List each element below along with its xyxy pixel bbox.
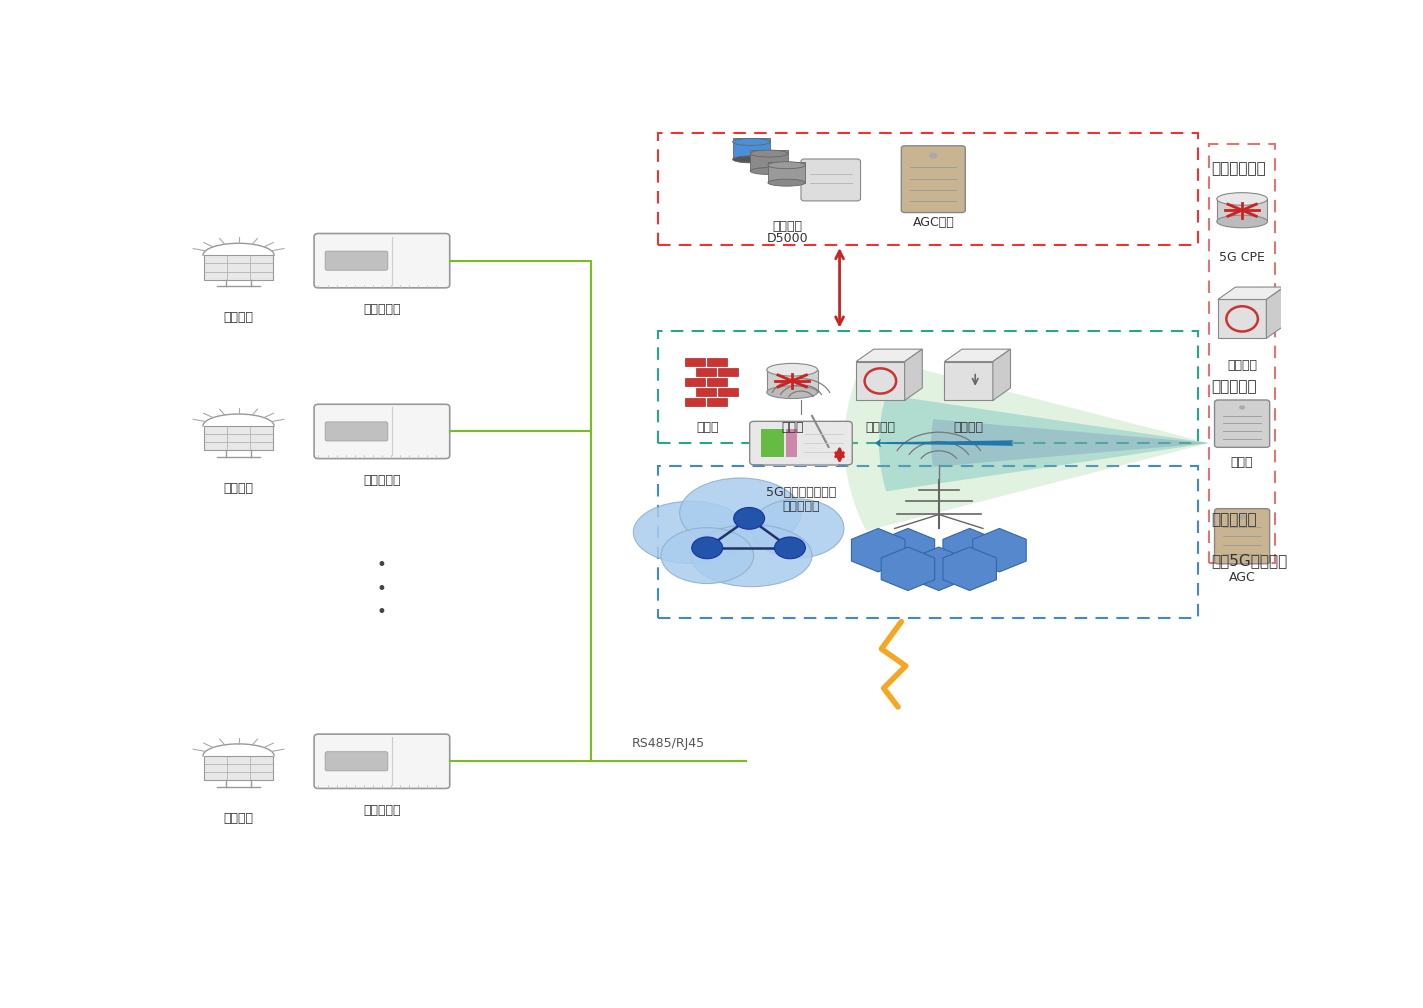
- Ellipse shape: [733, 138, 770, 145]
- Bar: [686, 398, 704, 406]
- Ellipse shape: [751, 499, 844, 558]
- Text: 电力5G切片专网: 电力5G切片专网: [1211, 552, 1288, 568]
- Polygon shape: [1218, 287, 1284, 299]
- Bar: [707, 398, 727, 406]
- Bar: [857, 362, 905, 400]
- Wedge shape: [931, 419, 1210, 467]
- Circle shape: [1239, 405, 1245, 409]
- Polygon shape: [205, 756, 273, 780]
- Polygon shape: [945, 349, 1010, 362]
- Bar: [719, 388, 737, 396]
- FancyBboxPatch shape: [324, 752, 388, 771]
- Bar: [767, 370, 818, 392]
- Text: 安全接入区: 安全接入区: [1211, 379, 1257, 394]
- Bar: [945, 362, 993, 400]
- Ellipse shape: [768, 161, 805, 168]
- FancyBboxPatch shape: [901, 146, 965, 213]
- Circle shape: [1238, 514, 1245, 519]
- Bar: [719, 368, 737, 376]
- Ellipse shape: [1217, 215, 1268, 228]
- FancyBboxPatch shape: [314, 404, 450, 459]
- Ellipse shape: [690, 524, 813, 587]
- FancyBboxPatch shape: [314, 734, 450, 788]
- Circle shape: [929, 152, 938, 158]
- Bar: [785, 429, 797, 457]
- Text: 光伏逆变器: 光伏逆变器: [363, 804, 401, 816]
- Polygon shape: [857, 349, 922, 362]
- Text: 防火墙: 防火墙: [696, 421, 719, 434]
- Text: •
•
•: • • •: [377, 556, 387, 621]
- Text: 生产控制大区: 生产控制大区: [1211, 161, 1266, 176]
- Ellipse shape: [733, 156, 770, 163]
- Text: AGC主站: AGC主站: [912, 217, 955, 230]
- Polygon shape: [205, 426, 273, 451]
- Ellipse shape: [767, 386, 817, 398]
- Wedge shape: [879, 395, 1210, 491]
- FancyBboxPatch shape: [1215, 509, 1269, 563]
- Bar: [1217, 199, 1268, 222]
- FancyBboxPatch shape: [314, 234, 450, 288]
- Polygon shape: [993, 349, 1010, 400]
- Text: 光伏组件: 光伏组件: [223, 482, 253, 495]
- Bar: [1218, 299, 1266, 339]
- Bar: [696, 388, 716, 396]
- Ellipse shape: [767, 364, 817, 376]
- Bar: [696, 368, 716, 376]
- Ellipse shape: [633, 501, 748, 563]
- Text: 5G多功能融合终端: 5G多功能融合终端: [766, 486, 837, 499]
- Text: 光伏逆变器: 光伏逆变器: [363, 474, 401, 487]
- Text: AGC: AGC: [1228, 572, 1255, 584]
- Ellipse shape: [660, 527, 754, 584]
- Bar: [657, 467, 1198, 618]
- Text: 光伏组件: 光伏组件: [223, 311, 253, 325]
- Circle shape: [692, 537, 723, 558]
- Text: 监控系统: 监控系统: [773, 220, 803, 233]
- Bar: [768, 161, 805, 182]
- Wedge shape: [844, 355, 1210, 531]
- FancyBboxPatch shape: [1215, 400, 1269, 448]
- FancyBboxPatch shape: [324, 422, 388, 440]
- Ellipse shape: [750, 150, 788, 157]
- Bar: [686, 378, 704, 386]
- FancyBboxPatch shape: [750, 421, 852, 465]
- Text: 纵向加密: 纵向加密: [1227, 359, 1257, 372]
- Text: （四合一）: （四合一）: [783, 500, 820, 513]
- Text: 反向隔离: 反向隔离: [953, 421, 983, 434]
- Bar: [707, 358, 727, 366]
- Text: 基于运营商: 基于运营商: [1211, 512, 1257, 527]
- Bar: [1210, 144, 1275, 563]
- Circle shape: [734, 507, 764, 529]
- Ellipse shape: [768, 179, 805, 186]
- Bar: [686, 358, 704, 366]
- Text: RS485/RJ45: RS485/RJ45: [632, 738, 706, 750]
- Text: 纵向加密: 纵向加密: [865, 421, 895, 434]
- Polygon shape: [905, 349, 922, 400]
- Bar: [750, 150, 788, 171]
- Ellipse shape: [680, 478, 801, 548]
- FancyBboxPatch shape: [324, 251, 388, 270]
- Bar: [657, 133, 1198, 245]
- Bar: [761, 429, 784, 457]
- Text: 远动机: 远动机: [1231, 457, 1254, 470]
- Polygon shape: [205, 255, 273, 279]
- Text: D5000: D5000: [767, 232, 808, 245]
- Bar: [707, 378, 727, 386]
- FancyBboxPatch shape: [801, 159, 861, 201]
- Text: 5G CPE: 5G CPE: [1220, 251, 1265, 263]
- Text: 路由器: 路由器: [781, 421, 804, 434]
- Ellipse shape: [1217, 193, 1268, 206]
- Circle shape: [774, 537, 805, 558]
- Text: 光伏组件: 光伏组件: [223, 811, 253, 825]
- Text: 光伏逆变器: 光伏逆变器: [363, 303, 401, 317]
- Ellipse shape: [750, 167, 788, 174]
- Polygon shape: [1266, 287, 1284, 339]
- Bar: [733, 138, 770, 159]
- Bar: [657, 331, 1198, 444]
